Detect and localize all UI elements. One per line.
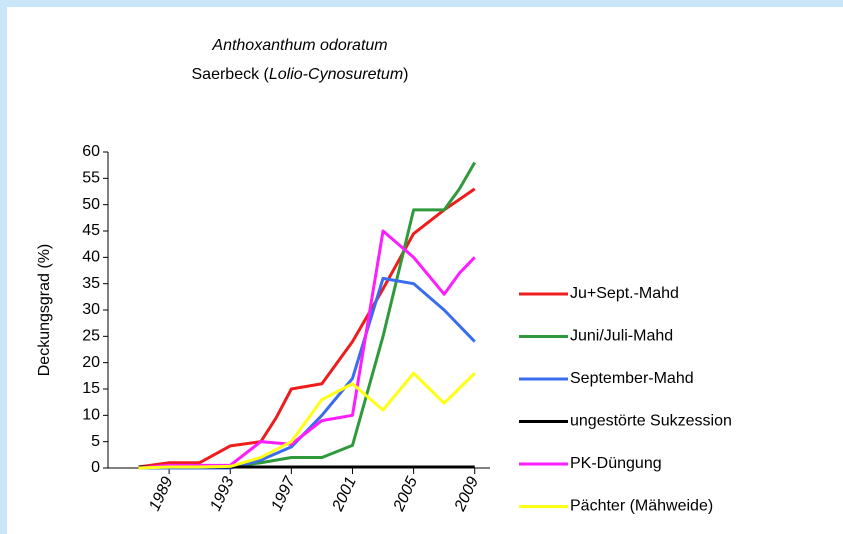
- series-line: [138, 371, 476, 470]
- legend-label: Ju+Sept.-Mahd: [570, 285, 679, 302]
- subtitle-part: Saerbeck (: [192, 66, 270, 83]
- chart-subtitle: Saerbeck (Lolio-Cynosuretum): [192, 66, 409, 83]
- legend-label: September-Mahd: [570, 370, 694, 387]
- y-tick-label: 50: [82, 196, 100, 213]
- y-tick-label: 0: [91, 459, 100, 476]
- legend-label: ungestörte Sukzession: [570, 413, 732, 430]
- series-line: [138, 187, 476, 469]
- y-tick-label: 60: [82, 143, 100, 160]
- subtitle-part: ): [403, 66, 408, 83]
- y-tick-label: 55: [82, 170, 100, 187]
- legend-label: PK-Düngung: [570, 455, 662, 472]
- series-line: [138, 229, 476, 470]
- y-tick-label: 35: [82, 275, 100, 292]
- y-tick-label: 25: [82, 328, 100, 345]
- y-tick-label: 30: [82, 301, 100, 318]
- chart-title: Anthoxanthum odoratum: [211, 37, 387, 54]
- legend-label: Juni/Juli-Mahd: [570, 328, 673, 345]
- y-tick-label: 15: [82, 380, 100, 397]
- legend-label: Pächter (Mähweide): [570, 498, 713, 515]
- subtitle-part: Lolio-Cynosuretum: [269, 66, 403, 83]
- y-tick-label: 20: [82, 354, 100, 371]
- y-tick-label: 5: [91, 433, 100, 450]
- y-axis-label: Deckungsgrad (%): [36, 244, 53, 377]
- y-tick-label: 10: [82, 407, 100, 424]
- y-tick-label: 40: [82, 249, 100, 266]
- y-tick-label: 45: [82, 222, 100, 239]
